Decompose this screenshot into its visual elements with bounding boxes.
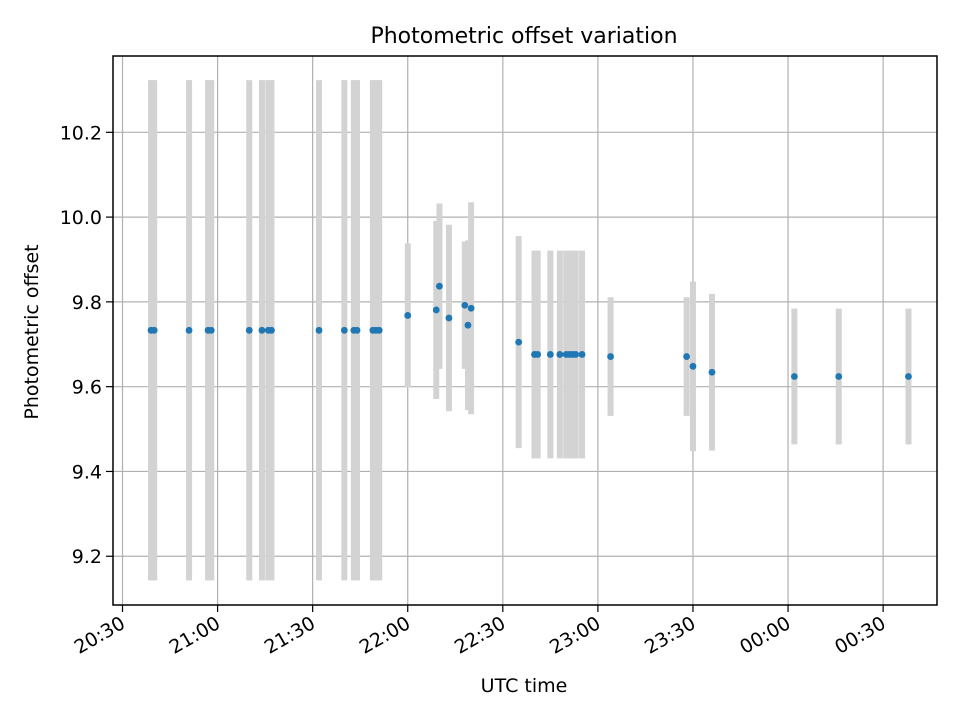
y-axis-ticks: 9.2 9.4 9.6 9.8 10.0 10.2 — [60, 122, 113, 568]
data-point — [185, 326, 193, 334]
data-point — [467, 304, 475, 312]
y-tick-label: 9.4 — [72, 461, 102, 483]
chart-title: Photometric offset variation — [370, 24, 677, 49]
y-tick-label: 10.0 — [60, 207, 102, 229]
x-tick-label: 23:00 — [546, 612, 604, 658]
data-point — [245, 326, 253, 334]
x-tick-label: 00:30 — [831, 612, 889, 658]
x-tick-label: 22:30 — [451, 612, 509, 658]
data-point — [432, 306, 440, 314]
x-tick-label: 23:30 — [641, 612, 699, 658]
data-point — [375, 326, 383, 334]
y-tick-label: 9.6 — [72, 377, 102, 399]
data-point — [607, 353, 614, 360]
data-point — [905, 373, 912, 380]
data-point — [436, 282, 443, 290]
data-point — [689, 362, 697, 370]
data-point — [340, 326, 348, 334]
data-point — [556, 351, 564, 358]
data-point — [515, 338, 523, 346]
x-tick-label: 21:00 — [166, 612, 224, 658]
y-gridlines — [113, 131, 937, 557]
x-axis-ticks: 20:30 21:00 21:30 22:00 22:30 23:00 23:30 00:00… — [71, 605, 890, 659]
data-point — [790, 373, 798, 380]
data-point — [461, 301, 469, 309]
y-tick-label: 10.2 — [60, 122, 102, 144]
data-point — [708, 368, 716, 376]
y-tick-label: 9.2 — [72, 546, 102, 568]
y-tick-label: 9.8 — [72, 292, 102, 314]
x-gridlines — [121, 56, 884, 605]
data-point — [268, 326, 275, 334]
data-point — [404, 312, 412, 319]
data-point — [207, 326, 215, 334]
x-axis-label: UTC time — [481, 675, 568, 697]
data-point — [578, 351, 586, 358]
x-tick-label: 22:00 — [356, 612, 414, 658]
y-axis-label: Photometric offset — [21, 244, 43, 419]
data-point — [534, 351, 542, 358]
data-point — [150, 326, 158, 334]
x-tick-label: 20:30 — [71, 612, 129, 658]
data-point — [315, 326, 323, 334]
data-point — [546, 351, 554, 358]
data-point — [572, 351, 580, 358]
data-point — [835, 373, 843, 380]
data-point — [445, 314, 453, 322]
x-tick-label: 21:30 — [261, 612, 319, 658]
data-point — [258, 326, 266, 334]
data-points — [147, 282, 912, 380]
data-point — [353, 326, 361, 334]
data-point — [683, 353, 691, 360]
x-tick-label: 00:00 — [736, 612, 794, 658]
data-point — [464, 321, 472, 329]
plot-frame — [112, 55, 938, 606]
